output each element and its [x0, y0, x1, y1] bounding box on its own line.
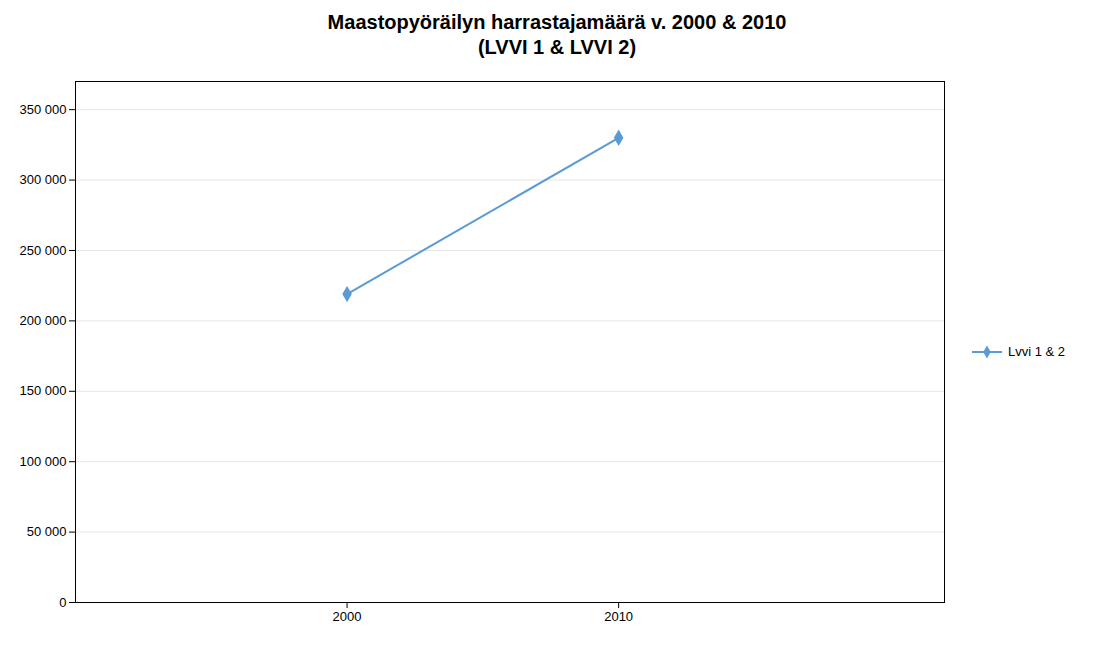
svg-text:300 000: 300 000 — [20, 172, 67, 187]
svg-text:150 000: 150 000 — [20, 383, 67, 398]
html-text:Lvvi 1 & 2: Lvvi 1 & 2 — [1008, 344, 1066, 359]
svg-text:2000: 2000 — [333, 609, 362, 624]
svg-text:350 000: 350 000 — [20, 102, 67, 117]
svg-text:100 000: 100 000 — [20, 454, 67, 469]
svg-text:2010: 2010 — [604, 609, 633, 624]
svg-text:250 000: 250 000 — [20, 243, 67, 258]
svg-text:0: 0 — [59, 595, 66, 610]
svg-text:50 000: 50 000 — [27, 524, 67, 539]
svg-text:200 000: 200 000 — [20, 313, 67, 328]
html-text:Maastopyöräilyn harrastajamäär: Maastopyöräilyn harrastajamäärä v. 2000 … — [327, 11, 787, 58]
